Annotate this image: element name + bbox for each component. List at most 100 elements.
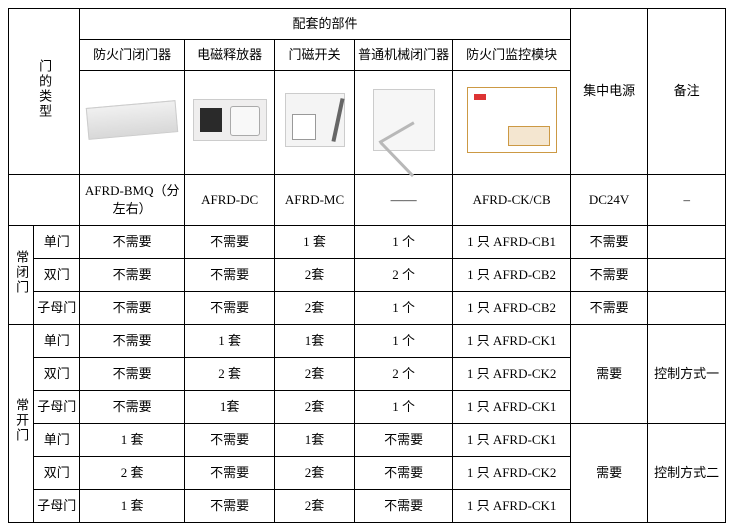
col-monitor: 防火门监控模块 [453, 40, 570, 71]
table-row: 常开门 单门 不需要 1 套 1套 1 个 1 只 AFRD-CK1 需要 控制… [9, 325, 726, 358]
model-2: AFRD-MC [275, 175, 355, 226]
table-row: 子母门 不需要 不需要 2套 1 个 1 只 AFRD-CB2 不需要 [9, 292, 726, 325]
col-power-header: 集中电源 [570, 9, 648, 175]
cell: 不需要 [185, 292, 275, 325]
cell: 不需要 [354, 424, 453, 457]
door-cell: 子母门 [34, 292, 80, 325]
cell: 2套 [275, 391, 355, 424]
cell: 1 套 [80, 424, 185, 457]
cell: 1 个 [354, 292, 453, 325]
config-table: 门的类型 配套的部件 集中电源 备注 防火门闭门器 电磁释放器 门磁开关 普通机… [8, 8, 726, 523]
mechanical-closer-icon [373, 89, 435, 151]
door-cell: 双门 [34, 259, 80, 292]
cell: 2套 [275, 490, 355, 523]
door-type-header-text: 门的类型 [35, 59, 53, 119]
header-model-row: AFRD-BMQ（分左右） AFRD-DC AFRD-MC —— AFRD-CK… [9, 175, 726, 226]
cell: 1 只 AFRD-CB1 [453, 226, 570, 259]
cell: 不需要 [570, 292, 648, 325]
door-cell: 子母门 [34, 391, 80, 424]
table-row: 单门 1 套 不需要 1套 不需要 1 只 AFRD-CK1 需要 控制方式二 [9, 424, 726, 457]
model-1: AFRD-DC [185, 175, 275, 226]
cell: 不需要 [570, 226, 648, 259]
cell: 2 个 [354, 358, 453, 391]
cell: 不需要 [185, 226, 275, 259]
cell: 2 套 [80, 457, 185, 490]
col-elec: 电磁释放器 [185, 40, 275, 71]
remark-cell-1: 控制方式一 [648, 325, 726, 424]
remark-cell-2: 控制方式二 [648, 424, 726, 523]
group-label-open: 常开门 [9, 325, 34, 523]
cell: 不需要 [80, 358, 185, 391]
cell: 不需要 [185, 259, 275, 292]
img-mag [275, 71, 355, 175]
cell: 1套 [185, 391, 275, 424]
model-0: AFRD-BMQ（分左右） [80, 175, 185, 226]
header-row-1: 门的类型 配套的部件 集中电源 备注 [9, 9, 726, 40]
cell: 2套 [275, 457, 355, 490]
cell [648, 292, 726, 325]
col-closer: 防火门闭门器 [80, 40, 185, 71]
cell: 1 套 [185, 325, 275, 358]
table-row: 双门 不需要 不需要 2套 2 个 1 只 AFRD-CB2 不需要 [9, 259, 726, 292]
door-cell: 双门 [34, 457, 80, 490]
cell: 1 只 AFRD-CK1 [453, 391, 570, 424]
model-6: – [648, 175, 726, 226]
cell: 不需要 [354, 490, 453, 523]
cell: 1 只 AFRD-CK1 [453, 490, 570, 523]
img-monitor [453, 71, 570, 175]
cell: 不需要 [80, 391, 185, 424]
cell: 1 只 AFRD-CK2 [453, 457, 570, 490]
cell [648, 226, 726, 259]
table-row: 常闭门 单门 不需要 不需要 1 套 1 个 1 只 AFRD-CB1 不需要 [9, 226, 726, 259]
magnetic-switch-icon [285, 93, 345, 147]
cell: 1 个 [354, 226, 453, 259]
cell: 不需要 [80, 325, 185, 358]
col-remark-header: 备注 [648, 9, 726, 175]
cell: 2套 [275, 292, 355, 325]
cell: 1 套 [80, 490, 185, 523]
cell: 1 个 [354, 391, 453, 424]
cell: 2套 [275, 259, 355, 292]
door-cell: 双门 [34, 358, 80, 391]
cell: 1 只 AFRD-CK1 [453, 424, 570, 457]
cell [648, 259, 726, 292]
power-cell-1: 需要 [570, 325, 648, 424]
model-5: DC24V [570, 175, 648, 226]
cell: 1 套 [275, 226, 355, 259]
cell: 不需要 [80, 292, 185, 325]
cell: 2套 [275, 358, 355, 391]
cell: 不需要 [570, 259, 648, 292]
cell: 不需要 [185, 457, 275, 490]
cell: 1套 [275, 325, 355, 358]
group-label-closed: 常闭门 [9, 226, 34, 325]
col-mech: 普通机械闭门器 [354, 40, 453, 71]
cell: 1套 [275, 424, 355, 457]
img-elec [185, 71, 275, 175]
cell: 1 只 AFRD-CK2 [453, 358, 570, 391]
cell: 不需要 [185, 490, 275, 523]
closer-icon [86, 100, 178, 140]
cell: 不需要 [80, 226, 185, 259]
cell: 1 只 AFRD-CB2 [453, 292, 570, 325]
img-closer [80, 71, 185, 175]
cell: 1 只 AFRD-CK1 [453, 325, 570, 358]
empty-model-label [9, 175, 80, 226]
cell: 1 个 [354, 325, 453, 358]
door-cell: 单门 [34, 424, 80, 457]
cell: 不需要 [185, 424, 275, 457]
monitor-module-icon [467, 87, 557, 153]
door-type-header: 门的类型 [9, 9, 80, 175]
cell: 2 套 [185, 358, 275, 391]
model-4: AFRD-CK/CB [453, 175, 570, 226]
door-cell: 单门 [34, 325, 80, 358]
cell: 2 个 [354, 259, 453, 292]
components-group-header: 配套的部件 [80, 9, 571, 40]
col-mag: 门磁开关 [275, 40, 355, 71]
cell: 不需要 [354, 457, 453, 490]
electromagnet-icon [193, 99, 267, 141]
door-cell: 子母门 [34, 490, 80, 523]
model-3: —— [354, 175, 453, 226]
door-cell: 单门 [34, 226, 80, 259]
cell: 不需要 [80, 259, 185, 292]
power-cell-2: 需要 [570, 424, 648, 523]
